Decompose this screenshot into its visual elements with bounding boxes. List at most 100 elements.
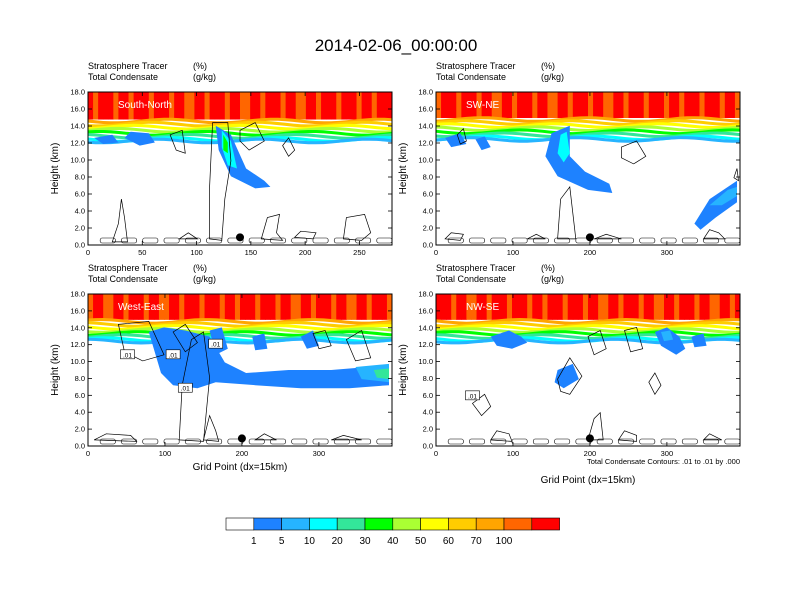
tracer-band-strip xyxy=(194,294,200,320)
tracer-band-strip xyxy=(436,92,442,119)
tracer-band-strip xyxy=(143,294,150,320)
condensate-contour xyxy=(557,357,583,395)
tracer-band-strip xyxy=(245,92,251,120)
tracer-band-strip xyxy=(598,92,604,119)
tracer-band-strip xyxy=(481,92,488,119)
tracer-band-strip xyxy=(582,92,589,119)
x-tick-label: 50 xyxy=(138,248,146,257)
tracer-band-strip xyxy=(653,92,660,119)
tracer-band-strip xyxy=(234,294,241,320)
contour-label: .01 xyxy=(211,342,220,349)
y-tick-label: 18.0 xyxy=(70,290,85,299)
x-tick-label: 200 xyxy=(299,248,312,257)
surface-contour xyxy=(333,237,350,244)
tracer-band-strip xyxy=(229,294,236,320)
tracer-band-strip xyxy=(501,92,508,119)
tracer-band-strip xyxy=(613,92,619,119)
y-tick-label: 10.0 xyxy=(418,357,433,366)
surface-contour xyxy=(99,438,116,445)
tracer-band-strip xyxy=(456,92,462,119)
tracer-band-strip xyxy=(486,92,493,119)
tracer-band-strip xyxy=(522,294,528,320)
tracer-band-strip xyxy=(441,294,447,320)
tracer-band-strip xyxy=(108,294,114,320)
tracer-band-strip xyxy=(93,92,99,120)
tracer-band-strip xyxy=(300,294,307,320)
tracer-band-strip xyxy=(441,92,447,119)
tracer-band-strip xyxy=(653,294,660,320)
contour-label-box xyxy=(165,349,181,360)
y-tick-label: 14.0 xyxy=(70,122,85,131)
tracer-band-strip xyxy=(719,294,726,320)
tracer-band-strip xyxy=(694,294,700,320)
y-axis-label: Height (km) xyxy=(398,344,409,396)
tracer-band-strip xyxy=(386,92,392,120)
tracer-band-strip xyxy=(356,92,363,120)
tracer-band-strip xyxy=(158,92,165,120)
y-tick-label: 14.0 xyxy=(418,122,433,131)
surface-contour xyxy=(596,438,613,445)
y-tick-label: 6.0 xyxy=(423,190,433,199)
tracer-band-strip xyxy=(123,92,130,120)
colorbar-swatch xyxy=(336,517,366,531)
y-tick-label: 10.0 xyxy=(70,357,85,366)
tracer-band-strip xyxy=(361,294,368,320)
y-tick-label: 10.0 xyxy=(70,156,85,165)
tracer-band-strip xyxy=(346,92,352,120)
surface-contour xyxy=(703,237,720,244)
surface-contour xyxy=(291,237,308,244)
tracer-band-strip xyxy=(481,294,488,320)
surface-contour xyxy=(469,237,485,244)
tracer-band-strip xyxy=(250,294,256,320)
tracer-band-strip xyxy=(658,92,665,119)
tracer-layer xyxy=(88,133,392,140)
surface-contour xyxy=(227,237,244,244)
tracer-band-strip xyxy=(577,294,584,320)
tracer-band-strip xyxy=(280,294,287,320)
tracer-region xyxy=(252,333,268,351)
tracer-layer xyxy=(436,128,740,136)
panel-header-condensate-unit: (g/kg) xyxy=(541,72,564,82)
tracer-band-strip xyxy=(699,294,706,320)
tracer-region xyxy=(661,330,674,342)
surface-contour xyxy=(681,438,698,445)
condensate-contour xyxy=(178,232,199,240)
tracer-band-strip xyxy=(557,294,564,320)
y-tick-label: 2.0 xyxy=(75,224,85,233)
tracer-band-strip xyxy=(361,92,368,120)
surface-contour xyxy=(532,237,549,244)
panel-label: South-North xyxy=(118,100,172,111)
tracer-band-strip xyxy=(446,92,452,119)
panel-header-tracer: Stratosphere Tracer xyxy=(436,263,516,273)
plot-frame xyxy=(87,293,393,447)
figure-title: 2014-02-06_00:00:00 xyxy=(315,36,478,55)
tracer-band-strip xyxy=(376,294,383,320)
plot-frame xyxy=(435,293,741,447)
tracer-band-strip xyxy=(552,294,559,320)
tracer-band-strip xyxy=(648,92,655,119)
y-tick-label: 8.0 xyxy=(423,173,433,182)
tracer-band-strip xyxy=(295,92,302,120)
condensate-contour xyxy=(624,326,644,353)
tracer-band-strip xyxy=(517,92,523,119)
surface-contour xyxy=(447,237,464,244)
tracer-band-strip xyxy=(643,92,650,119)
x-tick-label: 250 xyxy=(353,248,366,257)
tracer-band-strip xyxy=(204,92,211,120)
tracer-band-strip xyxy=(451,294,457,320)
surface-contour xyxy=(469,438,485,445)
y-tick-label: 2.0 xyxy=(75,425,85,434)
y-tick-label: 4.0 xyxy=(75,207,85,216)
condensate-contour xyxy=(456,128,467,145)
tracer-band-strip xyxy=(169,92,175,120)
surface-contour xyxy=(639,237,656,244)
panel-header-tracer: Stratosphere Tracer xyxy=(436,61,516,71)
y-axis-label: Height (km) xyxy=(50,143,61,195)
y-tick-label: 12.0 xyxy=(70,340,85,349)
tracer-band-strip xyxy=(512,92,518,119)
tracer-region xyxy=(94,134,119,144)
tracer-band-strip xyxy=(194,92,200,120)
tracer-band-strip xyxy=(331,92,337,120)
tracer-band-strip xyxy=(572,92,579,119)
tracer-band-strip xyxy=(265,92,271,120)
